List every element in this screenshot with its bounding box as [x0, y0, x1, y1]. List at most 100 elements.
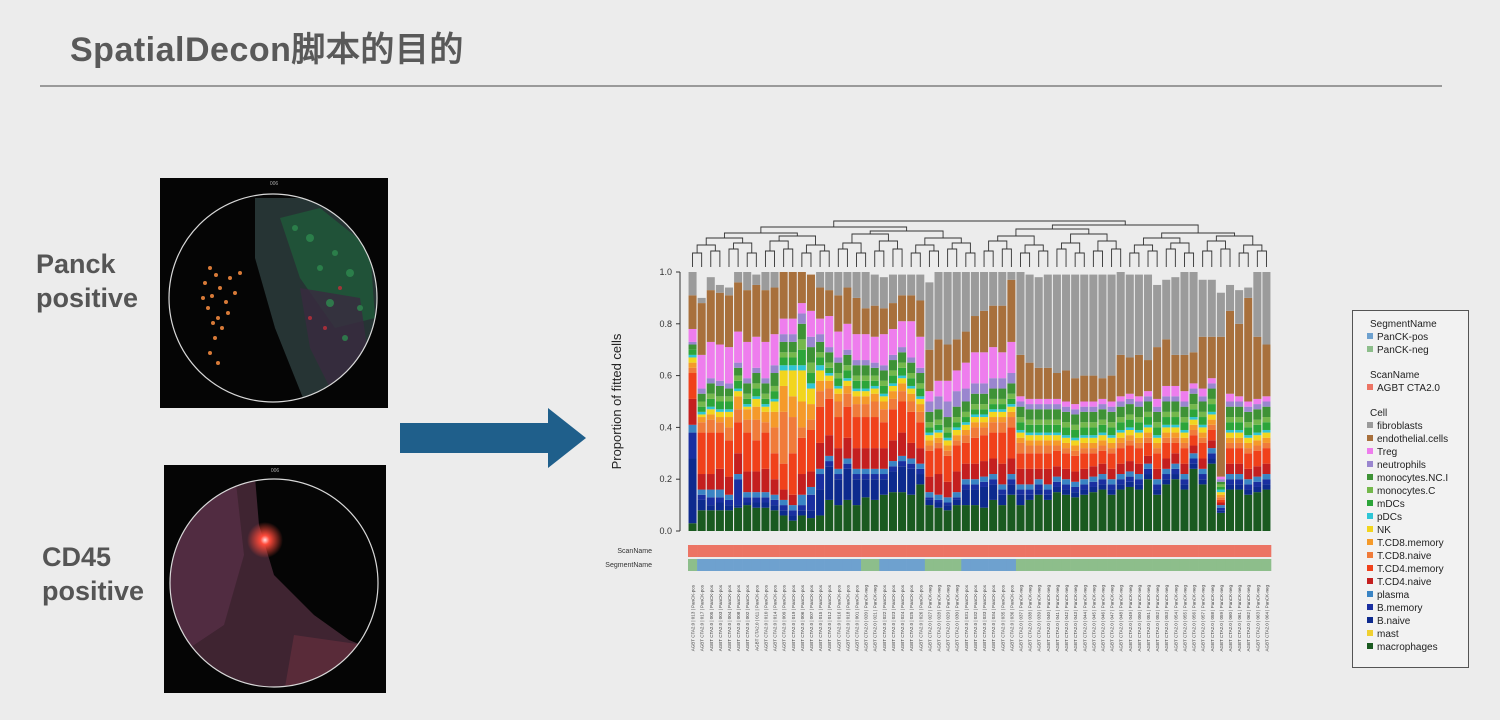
bar-segment [1180, 401, 1189, 407]
bar-segment [752, 419, 761, 441]
bar-segment [1253, 476, 1262, 482]
bar-segment [961, 331, 970, 363]
bar-segment [1080, 448, 1089, 454]
dendrogram-branch [1243, 244, 1263, 253]
bar-segment [1043, 274, 1052, 368]
bar-segment [934, 396, 943, 410]
dendrogram-branch [892, 248, 903, 267]
bar-segment [734, 391, 743, 397]
bar-segment [907, 463, 916, 469]
bar-segment [697, 414, 706, 418]
bar-segment [761, 398, 770, 405]
bar-segment [1071, 445, 1080, 451]
dendrogram-branch [842, 242, 862, 253]
bar-segment [989, 458, 998, 475]
bar-segment [888, 409, 897, 441]
bar-segment [770, 385, 779, 392]
bar-segment [1144, 401, 1153, 412]
bar-segment [961, 479, 970, 485]
bar-segment [934, 442, 943, 449]
bar-segment [888, 440, 897, 462]
bar-segment [1052, 424, 1061, 433]
bar-segment [879, 385, 888, 394]
bar-segment [916, 484, 925, 531]
legend-label: monocytes.C [1377, 486, 1436, 497]
bar-segment [743, 406, 752, 410]
bar-segment [989, 417, 998, 423]
bar-segment [1244, 442, 1253, 449]
bar-segment [1034, 468, 1043, 480]
bar-segment [1062, 484, 1071, 490]
bar-segment [697, 393, 706, 402]
bar-segment [998, 378, 1007, 389]
bar-segment [806, 510, 815, 519]
bar-segment [797, 427, 806, 438]
bar-segment [743, 272, 752, 291]
bar-segment [1235, 429, 1244, 433]
bar-segment [1134, 429, 1143, 433]
bar-segment [1007, 427, 1016, 459]
x-tick-label: AGBT CTA2.0 | 055 | PanCK-neg [1182, 585, 1187, 652]
bar-segment [825, 362, 834, 368]
bar-segment [1153, 494, 1162, 531]
bar-segment [1162, 424, 1171, 428]
bar-segment [816, 468, 825, 475]
bar-segment [770, 479, 779, 495]
bar-segment [925, 401, 934, 412]
bar-segment [970, 352, 979, 384]
bar-segment [870, 468, 879, 475]
dendrogram-branch [1038, 250, 1049, 267]
x-tick-label: AGBT CTA2.0 | 016 | PanCK-pos [836, 584, 841, 651]
bar-segment [843, 499, 852, 531]
bar-segment [1180, 437, 1189, 443]
bar-segment [961, 362, 970, 389]
bar-segment [1198, 424, 1207, 428]
bar-segment [1080, 406, 1089, 412]
bar-segment [697, 354, 706, 389]
bar-segment [1116, 463, 1125, 475]
segment-annotation-cell [715, 559, 725, 571]
scan-annotation-cell [1143, 545, 1153, 557]
dendrogram-branch [1001, 248, 1012, 267]
bar-segment [1080, 494, 1089, 531]
bar-segment [952, 440, 961, 446]
bar-segment [834, 448, 843, 469]
bar-segment [879, 396, 888, 402]
segment-annotation-cell [788, 559, 798, 571]
bar-segment [1052, 398, 1061, 405]
bar-segment [1189, 458, 1198, 464]
bar-segment [706, 474, 715, 490]
bar-segment [715, 401, 724, 410]
bar-segment [1034, 453, 1043, 469]
segment-annotation-cell [1097, 559, 1108, 571]
legend-label: monocytes.NC.I [1377, 473, 1449, 484]
bar-segment [925, 476, 934, 493]
bar-segment [980, 481, 989, 487]
bar-segment [761, 404, 770, 407]
x-tick-label: AGBT CTA2.0 | 062 | PanCK-neg [1246, 585, 1251, 652]
bar-segment [734, 409, 743, 423]
bar-segment [970, 316, 979, 353]
bar-segment [879, 380, 888, 386]
segment-annotation-cell [933, 559, 944, 571]
bar-segment [898, 461, 907, 467]
bar-segment [1180, 448, 1189, 464]
bar-segment [943, 437, 952, 441]
bar-segment [788, 341, 797, 353]
bar-segment [952, 272, 961, 340]
bar-segment [1235, 323, 1244, 397]
bar-segment [1198, 437, 1207, 443]
x-tick-label: AGBT CTA2.0 | 006 | PanCK-pos [800, 584, 805, 651]
bar-segment [1216, 486, 1225, 490]
right-arrow-icon [400, 408, 586, 468]
bar-segment [1125, 427, 1134, 430]
bar-segment [843, 385, 852, 394]
bar-segment [1052, 481, 1061, 487]
bar-segment [1153, 427, 1162, 436]
bar-segment [1043, 398, 1052, 405]
bar-segment [1253, 336, 1262, 399]
bar-segment [1071, 414, 1080, 425]
bar-segment [697, 432, 706, 475]
slide-title: SpatialDecon脚本的目的 [70, 31, 464, 69]
bar-segment [1116, 489, 1125, 531]
